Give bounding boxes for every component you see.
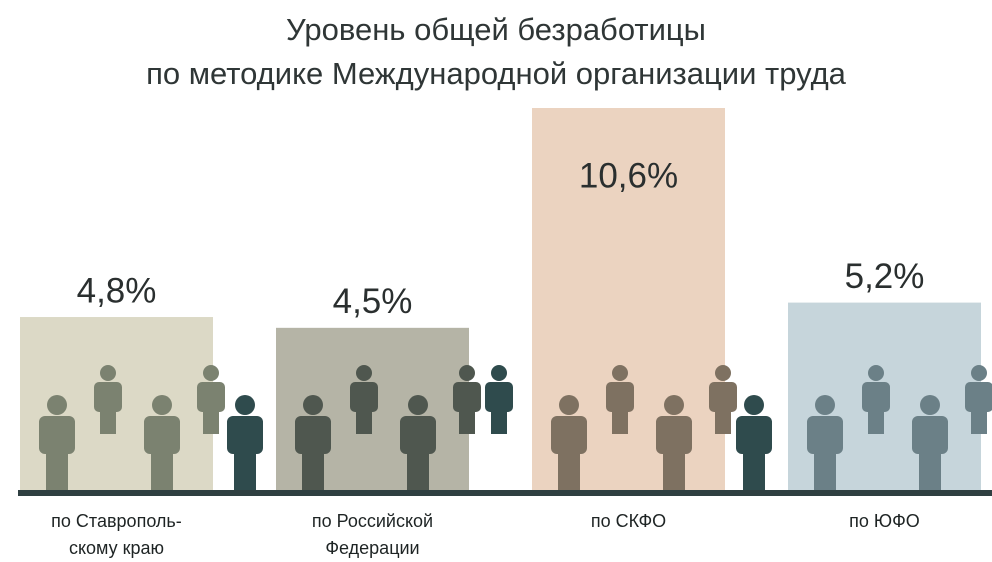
person-head [971,365,987,381]
person-legs [46,450,68,490]
category-label: по ЮФО [765,508,992,535]
person-legs [743,450,765,490]
person-head [235,395,255,415]
person-body [656,416,692,454]
person-icon [227,395,263,490]
person-head [491,365,507,381]
person-icon [736,395,772,490]
person-legs [459,408,475,434]
person-legs [971,408,987,434]
person-body [400,416,436,454]
person-head [303,395,323,415]
person-body [862,382,890,412]
person-head [408,395,428,415]
person-legs [407,450,429,490]
person-head [100,365,116,381]
person-legs [663,450,685,490]
person-head [47,395,67,415]
person-legs [491,408,507,434]
person-legs [919,450,941,490]
person-legs [868,408,884,434]
person-head [920,395,940,415]
person-head [356,365,372,381]
value-label: 4,5% [333,282,413,321]
person-head [459,365,475,381]
person-body [295,416,331,454]
person-head [744,395,764,415]
person-body [606,382,634,412]
person-legs [203,408,219,434]
person-body [709,382,737,412]
category-label: по Ставрополь- скому краю [0,508,237,562]
person-head [203,365,219,381]
category-label: по Российской Федерации [253,508,493,562]
person-body [485,382,513,412]
value-label: 5,2% [845,257,925,296]
person-legs [814,450,836,490]
person-body [912,416,948,454]
person-legs [100,408,116,434]
person-head [815,395,835,415]
person-legs [302,450,324,490]
person-legs [234,450,256,490]
person-body [144,416,180,454]
person-body [551,416,587,454]
person-body [965,382,992,412]
person-body [227,416,263,454]
person-body [94,382,122,412]
person-body [736,416,772,454]
person-icon [485,365,513,434]
person-body [807,416,843,454]
baseline [18,490,992,496]
value-label: 10,6% [579,156,678,195]
person-legs [558,450,580,490]
person-head [715,365,731,381]
person-body [39,416,75,454]
person-body [350,382,378,412]
person-legs [151,450,173,490]
person-head [868,365,884,381]
person-body [453,382,481,412]
person-legs [715,408,731,434]
person-head [152,395,172,415]
person-head [559,395,579,415]
person-legs [612,408,628,434]
person-legs [356,408,372,434]
person-head [664,395,684,415]
person-head [612,365,628,381]
person-body [197,382,225,412]
value-label: 4,8% [77,271,157,310]
category-label: по СКФО [509,508,749,535]
